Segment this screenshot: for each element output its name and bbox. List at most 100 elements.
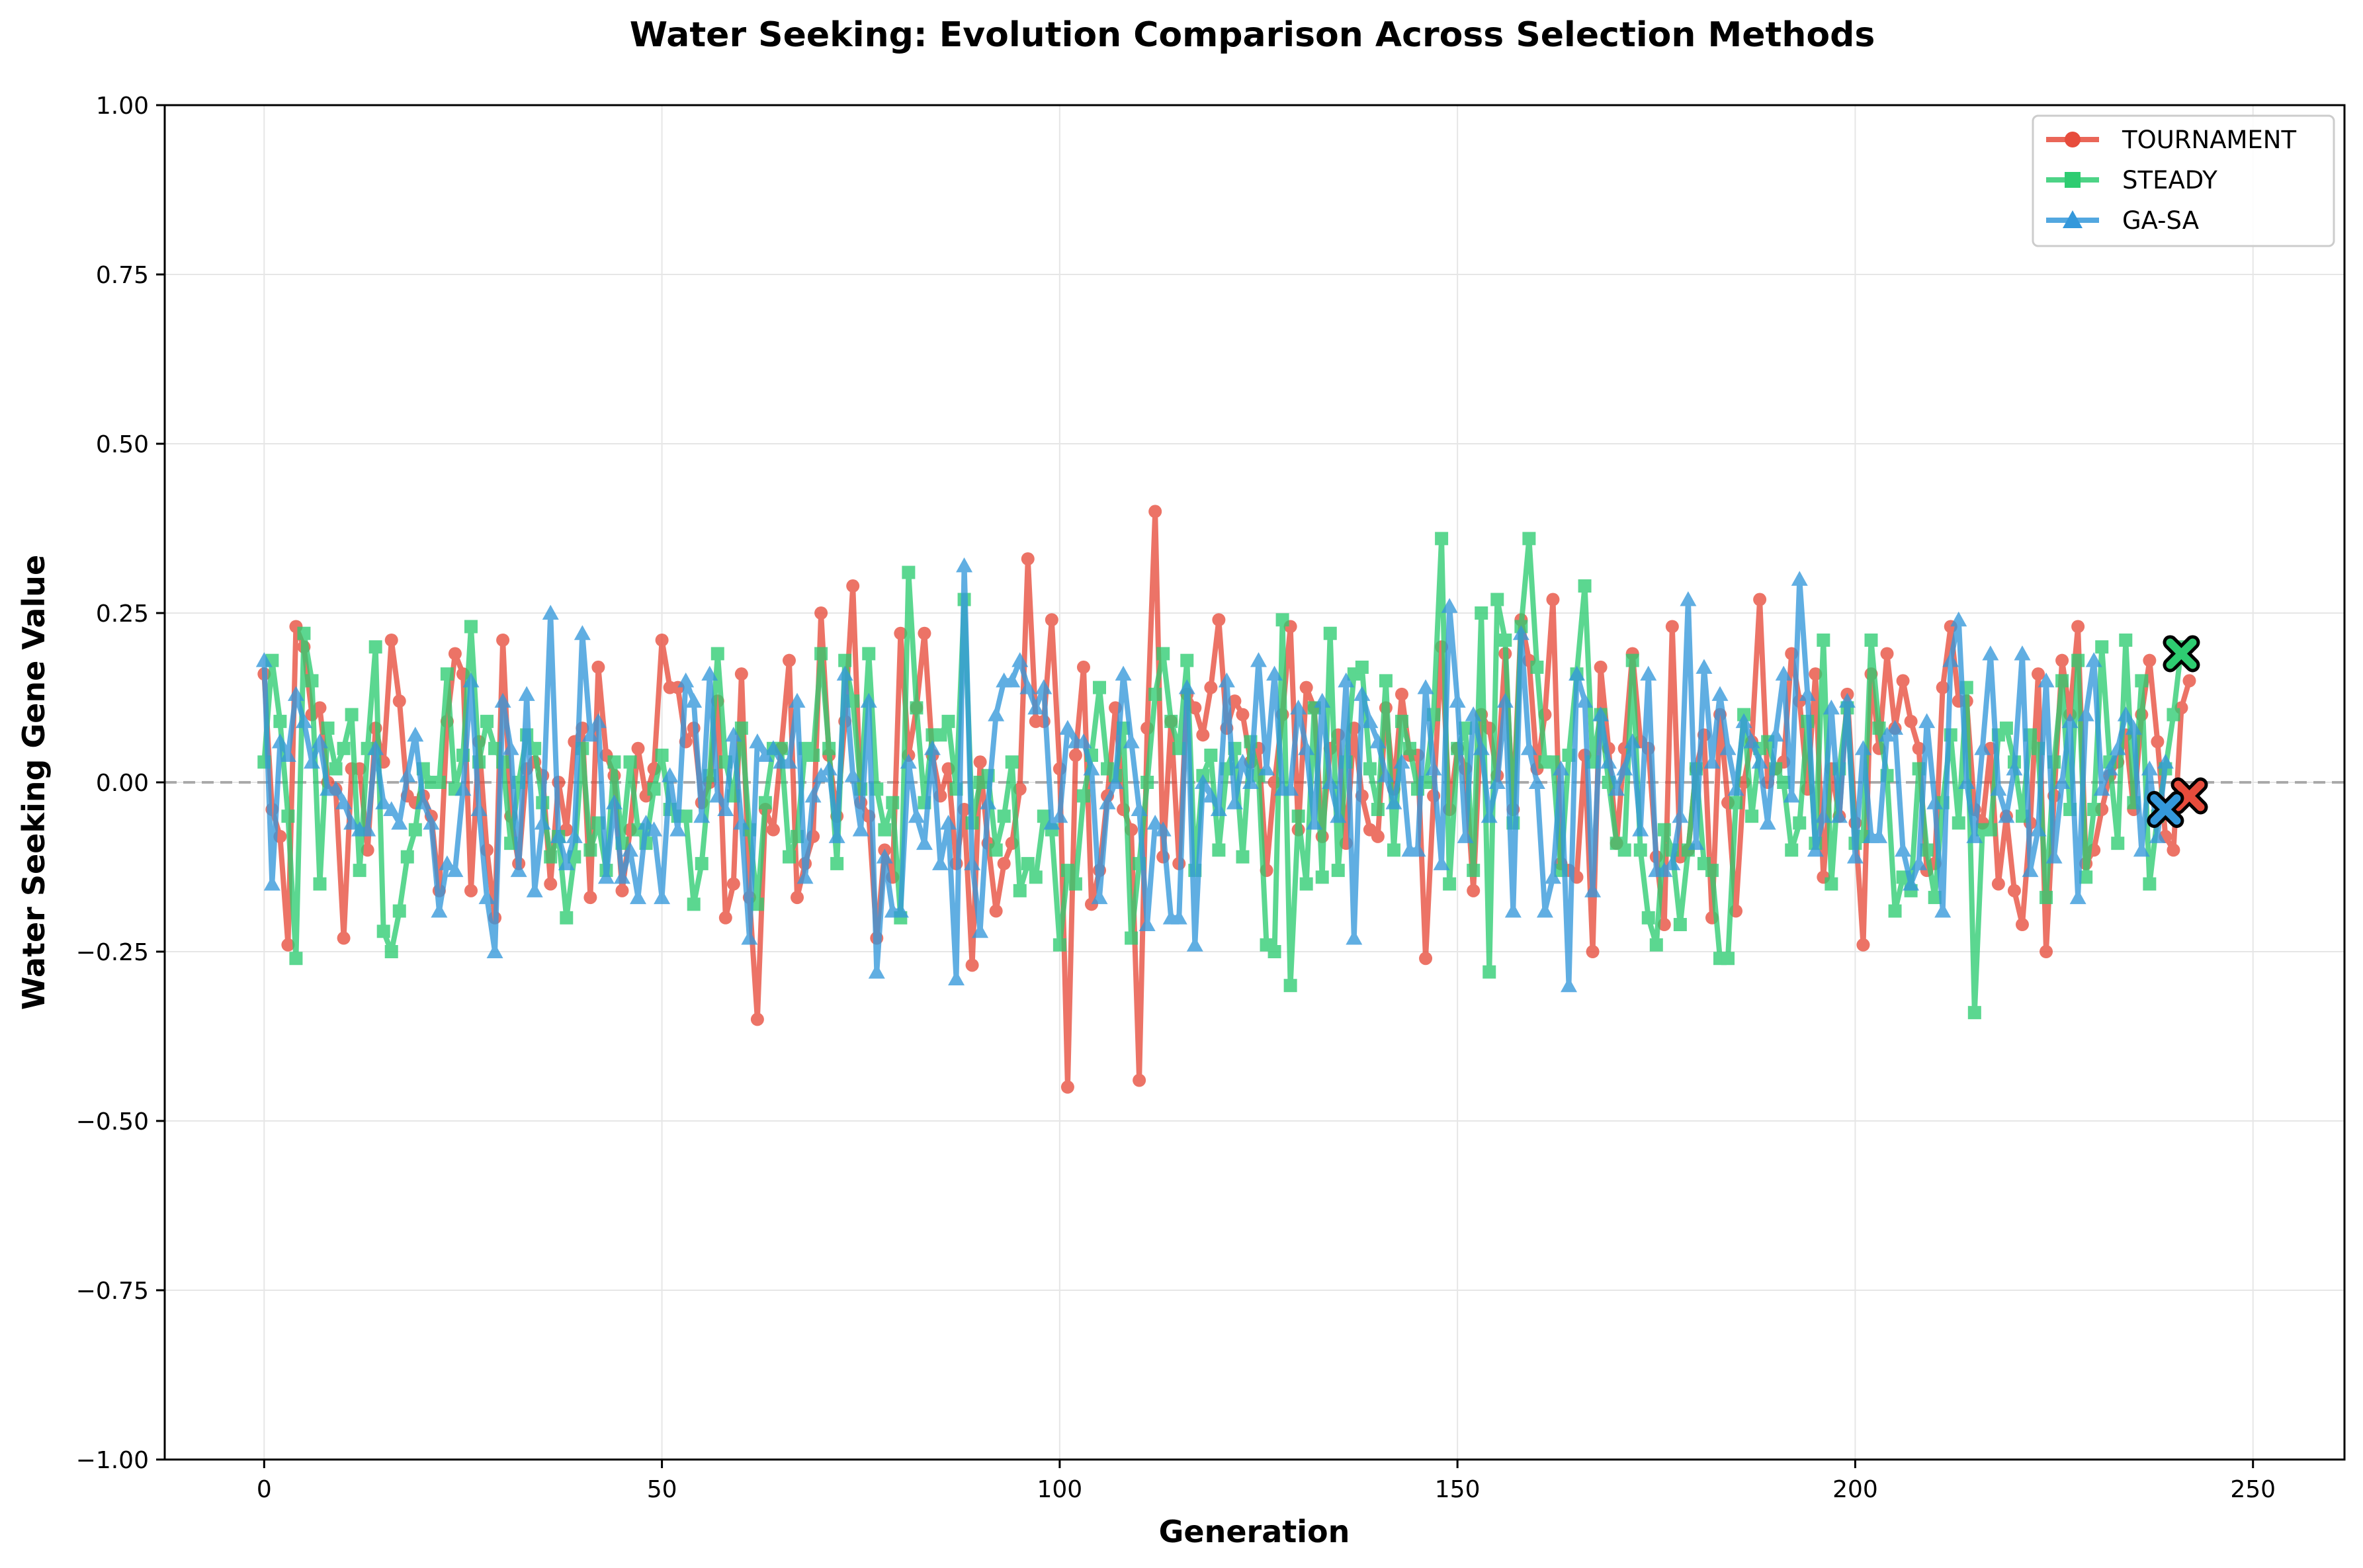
- data-point-steady: [734, 722, 748, 735]
- data-point-ga-sa: [1075, 733, 1092, 749]
- data-point-steady: [1625, 653, 1639, 667]
- data-point-ga-sa: [621, 841, 638, 857]
- data-point-ga-sa: [820, 761, 838, 776]
- data-point-tournament: [615, 884, 629, 897]
- data-point-ga-sa: [1290, 699, 1307, 715]
- data-point-ga-sa: [1791, 571, 1808, 586]
- data-point-tournament: [791, 891, 804, 905]
- x-tick-label: 50: [647, 1476, 677, 1503]
- data-point-steady: [1578, 579, 1592, 593]
- data-point-ga-sa: [1210, 801, 1227, 816]
- data-point-ga-sa: [1282, 780, 1299, 796]
- data-point-ga-sa: [1568, 665, 1586, 681]
- data-point-ga-sa: [725, 726, 742, 742]
- y-tick-label: 0.00: [96, 770, 149, 797]
- data-point-ga-sa: [1035, 679, 1053, 694]
- data-point-ga-sa: [868, 964, 885, 979]
- legend-item-ga-sa: GA-SA: [2046, 206, 2199, 235]
- data-point-ga-sa: [287, 686, 304, 701]
- data-point-tournament: [2167, 843, 2180, 857]
- data-point-ga-sa: [701, 665, 718, 681]
- data-point-ga-sa: [1934, 903, 1952, 918]
- data-point-steady: [822, 741, 836, 755]
- data-point-tournament: [1236, 708, 1250, 722]
- data-point-tournament: [1809, 667, 1823, 681]
- data-point-ga-sa: [423, 814, 440, 830]
- data-point-ga-sa: [1004, 672, 1021, 688]
- data-point-steady: [432, 776, 446, 789]
- data-point-ga-sa: [613, 868, 630, 884]
- data-point-ga-sa: [1186, 936, 1203, 952]
- data-point-ga-sa: [1051, 807, 1068, 823]
- data-point-tournament: [1586, 945, 1600, 958]
- data-point-ga-sa: [2125, 720, 2142, 735]
- data-point-steady: [1156, 647, 1170, 661]
- data-point-ga-sa: [741, 930, 758, 945]
- data-point-steady: [1021, 856, 1035, 870]
- data-point-ga-sa: [2022, 862, 2039, 878]
- data-point-ga-sa: [383, 801, 400, 816]
- data-point-tournament: [2071, 620, 2085, 634]
- data-point-tournament: [631, 741, 645, 755]
- data-point-steady: [1522, 532, 1536, 546]
- data-point-tournament: [2055, 653, 2069, 667]
- data-point-steady: [1888, 904, 1902, 918]
- x-tick-label: 200: [1832, 1476, 1878, 1503]
- data-point-ga-sa: [1982, 645, 1999, 661]
- data-point-steady: [2087, 802, 2101, 816]
- data-point-ga-sa: [717, 801, 734, 816]
- y-tick-label: 0.25: [96, 600, 149, 628]
- data-point-tournament: [846, 579, 860, 593]
- data-point-ga-sa: [1903, 876, 1920, 891]
- data-point-steady: [2071, 653, 2085, 667]
- data-point-steady: [997, 809, 1011, 823]
- data-point-steady: [862, 647, 876, 661]
- data-point-steady: [695, 856, 709, 870]
- data-point-ga-sa: [892, 903, 909, 918]
- data-point-ga-sa: [526, 882, 543, 897]
- data-point-ga-sa: [2093, 780, 2110, 796]
- data-point-tournament: [1204, 681, 1218, 694]
- data-point-ga-sa: [1385, 794, 1402, 809]
- data-point-ga-sa: [1178, 679, 1195, 694]
- data-point-steady: [321, 722, 335, 735]
- data-point-ga-sa: [1727, 780, 1744, 796]
- data-point-ga-sa: [1512, 625, 1529, 640]
- data-point-ga-sa: [1473, 740, 1490, 755]
- data-point-tournament: [1133, 1073, 1146, 1087]
- data-point-ga-sa: [295, 713, 312, 728]
- series-layer: [255, 505, 2196, 1094]
- data-point-ga-sa: [1146, 814, 1164, 830]
- data-point-ga-sa: [1298, 740, 1315, 755]
- data-point-tournament: [2032, 667, 2045, 681]
- data-point-steady: [1013, 884, 1027, 897]
- data-point-tournament: [655, 633, 669, 647]
- data-point-tournament: [1299, 681, 1313, 694]
- data-point-ga-sa: [693, 807, 710, 823]
- data-point-ga-sa: [1775, 665, 1792, 681]
- data-point-steady: [941, 714, 955, 728]
- data-point-ga-sa: [1608, 780, 1625, 796]
- data-point-ga-sa: [1250, 652, 1267, 667]
- data-point-tournament: [544, 877, 558, 891]
- data-point-steady: [329, 762, 343, 776]
- data-point-ga-sa: [2109, 740, 2126, 755]
- data-point-ga-sa: [359, 821, 376, 837]
- data-point-ga-sa: [1433, 855, 1450, 870]
- data-point-steady: [1482, 965, 1496, 979]
- data-point-tournament: [2040, 945, 2053, 958]
- data-point-ga-sa: [2157, 753, 2174, 769]
- data-point-steady: [544, 850, 558, 864]
- data-point-steady: [1641, 911, 1655, 925]
- data-point-steady: [2095, 640, 2109, 654]
- data-point-ga-sa: [1457, 828, 1474, 843]
- data-point-tournament: [1856, 938, 1870, 952]
- data-point-steady: [1633, 843, 1647, 857]
- data-point-ga-sa: [948, 970, 965, 985]
- data-point-ga-sa: [1895, 841, 1912, 857]
- data-point-steady: [1093, 681, 1107, 694]
- data-point-ga-sa: [654, 889, 671, 905]
- data-point-ga-sa: [2117, 706, 2134, 722]
- data-point-tournament: [1419, 952, 1433, 966]
- data-point-ga-sa: [1561, 977, 1578, 993]
